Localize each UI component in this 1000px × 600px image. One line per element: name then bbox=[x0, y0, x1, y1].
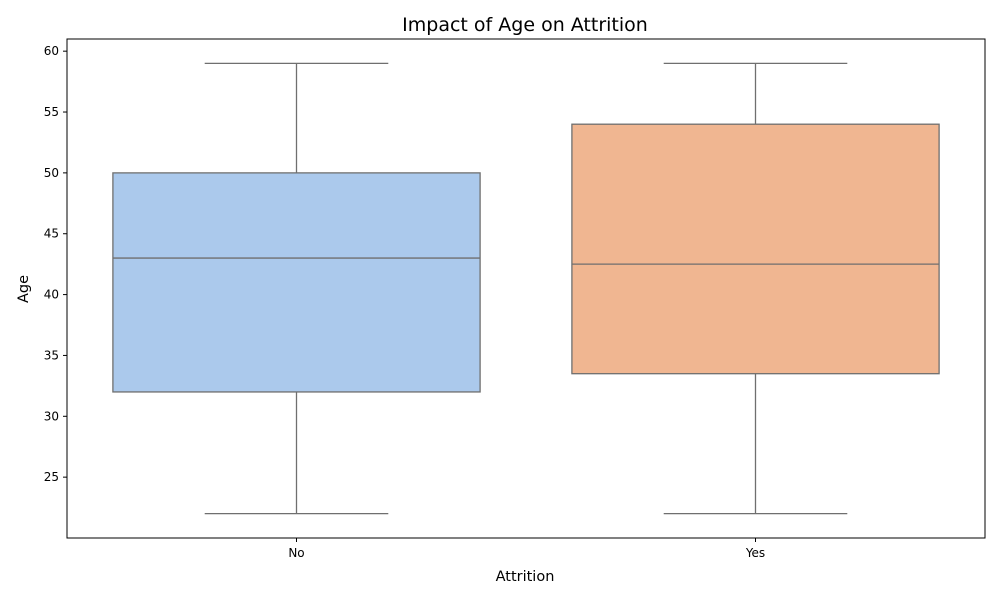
y-tick-label: 60 bbox=[44, 44, 59, 58]
y-tick-label: 25 bbox=[44, 470, 59, 484]
iqr-box bbox=[571, 123, 940, 375]
y-tick-label: 30 bbox=[44, 409, 59, 423]
plot-frame bbox=[66, 38, 986, 539]
y-tick-label: 50 bbox=[44, 166, 59, 180]
x-axis-label: Attrition bbox=[496, 569, 555, 585]
x-tick-label: Yes bbox=[745, 546, 765, 560]
y-axis: 25 30 35 40 45 50 55 60 bbox=[44, 44, 67, 484]
chart-title: Impact of Age on Attrition bbox=[402, 14, 648, 36]
y-axis-label: Age bbox=[16, 275, 32, 303]
iqr-box bbox=[112, 172, 481, 393]
y-tick-label: 40 bbox=[44, 288, 59, 302]
y-tick-label: 35 bbox=[44, 348, 59, 362]
box-group-no bbox=[112, 62, 481, 515]
x-tick-label: No bbox=[288, 546, 304, 560]
y-tick-label: 55 bbox=[44, 105, 59, 119]
plot-area bbox=[112, 62, 940, 515]
box-group-yes bbox=[571, 62, 940, 515]
x-axis: No Yes bbox=[288, 538, 765, 560]
y-tick-label: 45 bbox=[44, 227, 59, 241]
